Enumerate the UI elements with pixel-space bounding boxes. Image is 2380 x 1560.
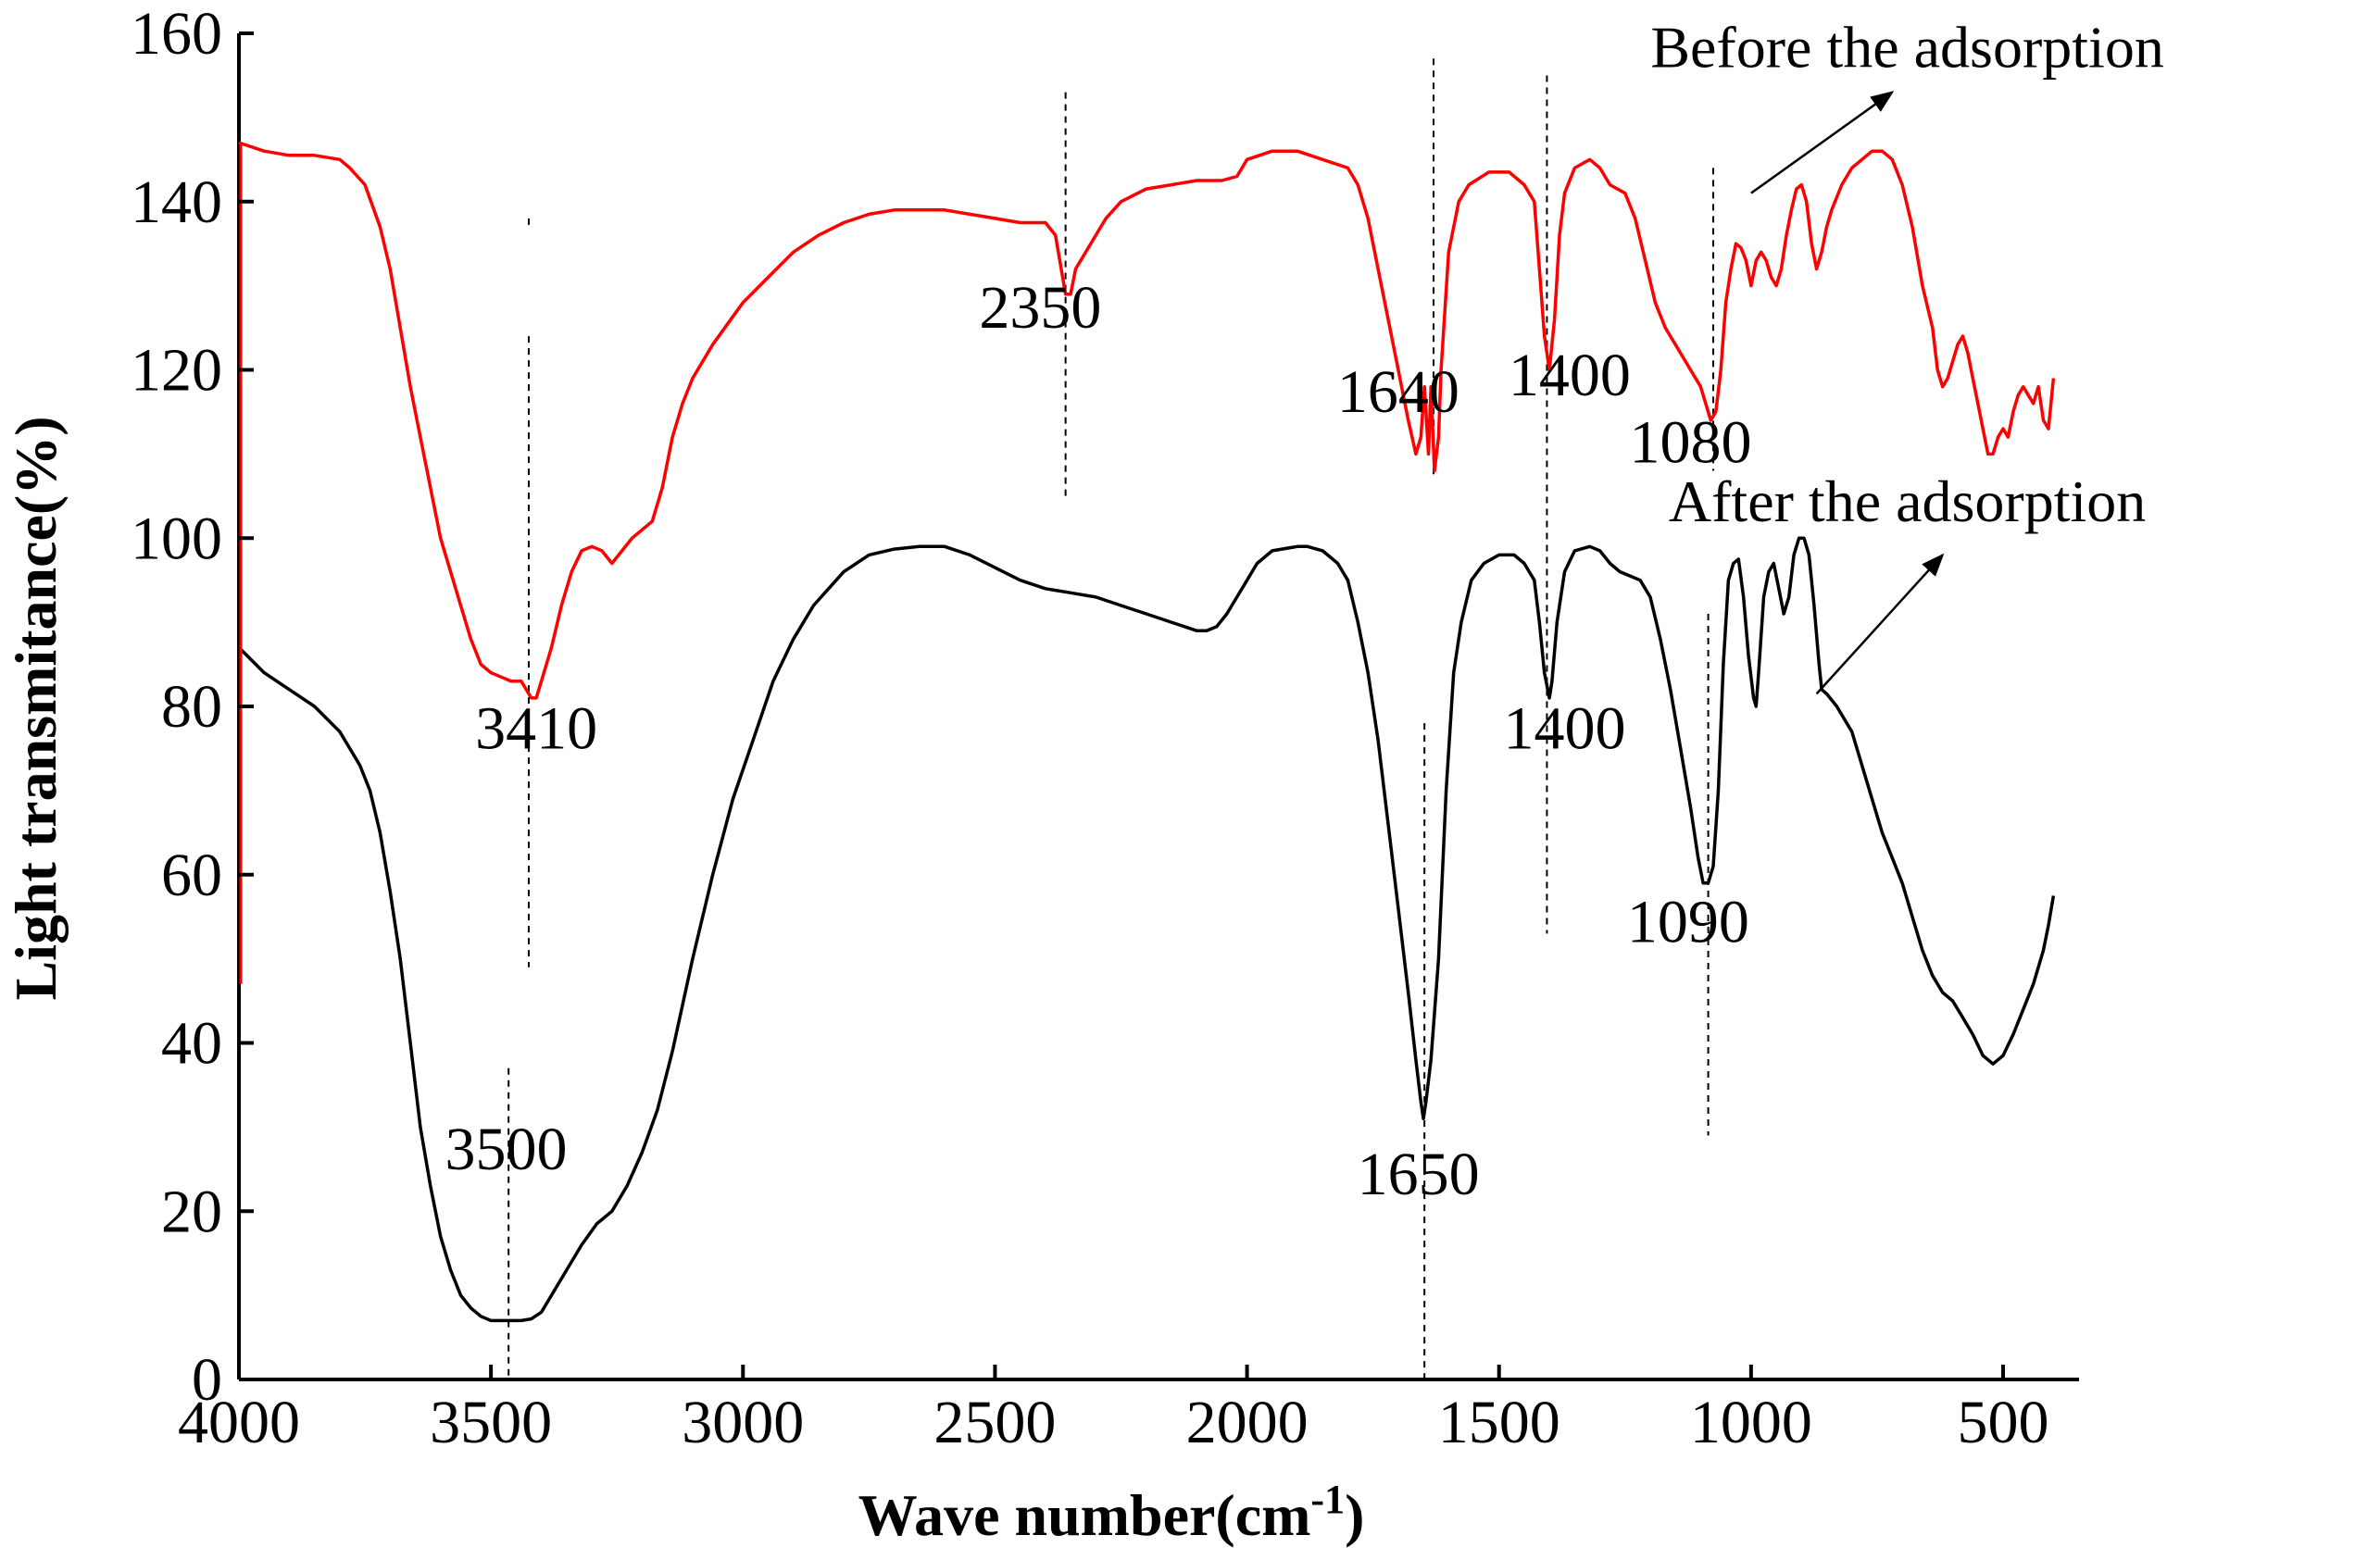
after-adsorption-line: [237, 536, 2056, 1323]
legend-arrow: [1815, 553, 1945, 695]
peak-label: 1080: [1630, 408, 1752, 476]
x-tick-label: 500: [1958, 1389, 2049, 1456]
x-tick-label: 3000: [682, 1389, 804, 1456]
x-tick-label: 1000: [1690, 1389, 1812, 1456]
x-tick-label: 4000: [178, 1389, 300, 1456]
x-tick-label: 2500: [933, 1389, 1056, 1456]
x-tick-label: 2000: [1186, 1389, 1309, 1456]
y-axis-title: Light transmitance(%): [3, 416, 69, 1000]
peak-label: 1400: [1509, 342, 1631, 409]
peak-label: 2350: [979, 274, 1101, 342]
guide-lines: [507, 58, 1715, 1379]
peak-label: 1650: [1358, 1141, 1480, 1208]
y-tick-label: 60: [161, 842, 222, 909]
y-tick-label: 160: [131, 0, 222, 68]
peak-label: 3500: [445, 1116, 567, 1183]
peak-label: 1090: [1627, 888, 1749, 955]
peak-label: 1640: [1337, 358, 1459, 426]
x-tick-label: 3500: [430, 1389, 552, 1456]
legend-after: After the adsorption: [1669, 468, 2146, 534]
legend: Before the adsorption After the adsorptio…: [1650, 14, 2164, 695]
y-tick-label: 140: [131, 168, 222, 236]
y-tick-label: 80: [161, 673, 222, 741]
legend-before: Before the adsorption: [1650, 14, 2164, 80]
y-tick-label: 0: [192, 1346, 222, 1414]
axis-ticks: 4000 3500 3000 2500 2000 1500 1000 500 0 20 40 60 80…: [131, 0, 2049, 1456]
x-axis-title: Wave number(cm-1): [858, 1477, 1365, 1548]
peak-label: 1400: [1503, 694, 1625, 762]
legend-arrow: [1750, 91, 1895, 194]
peak-label: 3410: [475, 694, 597, 762]
x-axis-title-main: Wave number(cm: [858, 1482, 1311, 1548]
y-tick-label: 100: [131, 505, 222, 572]
y-tick-label: 20: [161, 1178, 222, 1245]
y-tick-label: 120: [131, 337, 222, 405]
y-tick-label: 40: [161, 1010, 222, 1078]
before-adsorption-line: [238, 141, 2056, 700]
x-tick-label: 1500: [1438, 1389, 1560, 1456]
x-axis-title-sup: -1: [1310, 1477, 1345, 1522]
x-axis-title-close: ): [1345, 1482, 1364, 1548]
series-lines: [237, 141, 2056, 1323]
